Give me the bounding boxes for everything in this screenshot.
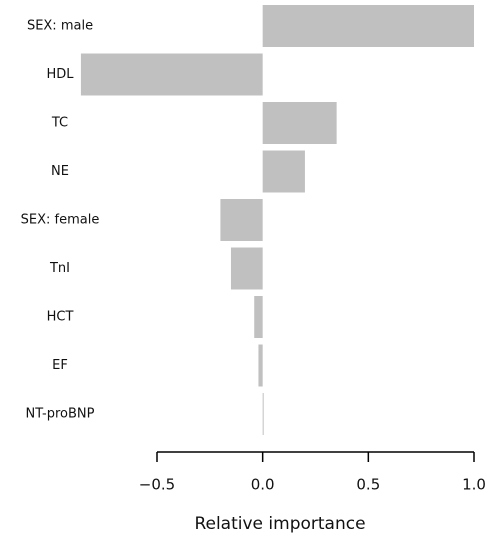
bar [262, 393, 264, 435]
bar [258, 344, 263, 387]
y-tick-label: EF [52, 358, 68, 373]
y-tick-label: HCT [47, 310, 74, 325]
y-tick-label: TnI [49, 261, 70, 276]
bar [262, 150, 305, 193]
bar [80, 53, 263, 96]
y-tick-label: SEX: female [21, 213, 100, 228]
x-axis-title: Relative importance [194, 514, 365, 534]
bar [262, 5, 474, 47]
x-tick-label: 0.0 [251, 476, 275, 494]
y-tick-label: NE [51, 164, 69, 179]
x-tick-label: −0.5 [139, 476, 175, 494]
bar [220, 199, 263, 241]
bar [262, 102, 337, 144]
x-tick-label: 1.0 [462, 476, 486, 494]
bar [230, 247, 263, 290]
x-tick-label: 0.5 [356, 476, 380, 494]
y-tick-label: HDL [46, 67, 74, 82]
y-tick-label: NT-proBNP [26, 407, 95, 422]
bar [254, 296, 263, 338]
y-tick-label: SEX: male [27, 19, 93, 34]
y-tick-label: TC [51, 116, 68, 131]
